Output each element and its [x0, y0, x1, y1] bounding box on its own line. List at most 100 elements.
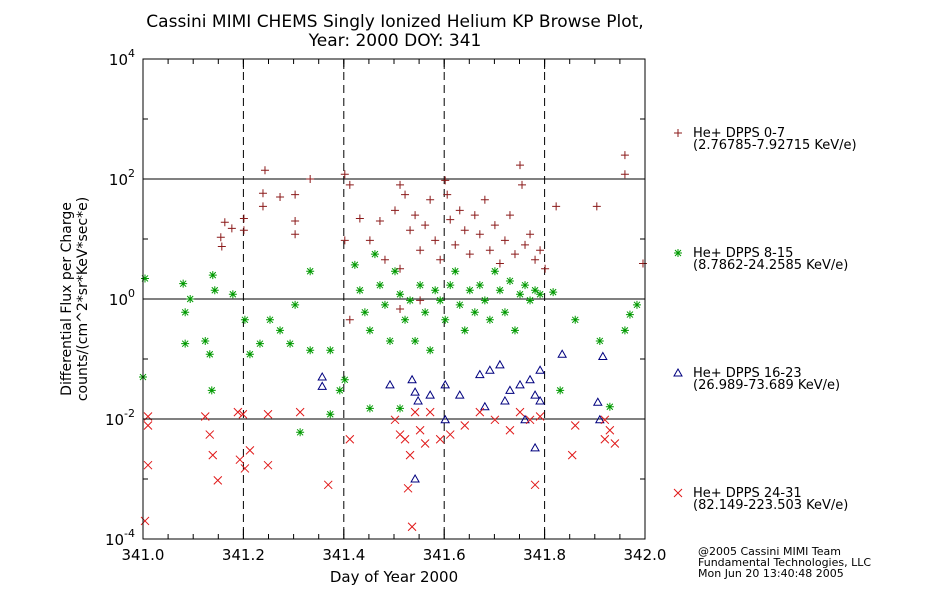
y-tick-label: 104: [109, 47, 135, 69]
data-point-series-2: [306, 267, 315, 276]
data-point-series-1: [260, 166, 269, 175]
x-tick-label: 342.0: [624, 546, 667, 564]
data-point-series-1: [495, 259, 504, 268]
data-point-series-4: [200, 412, 210, 421]
data-point-series-3: [495, 359, 505, 369]
data-point-series-2: [370, 250, 379, 259]
legend: He+ DPPS 0-7(2.76785-7.92715 KeV/e) He+ D…: [673, 126, 857, 513]
data-point-series-1: [510, 250, 519, 259]
x-tick-label: 341.8: [523, 546, 566, 564]
data-point-series-2: [465, 286, 474, 295]
data-point-series-1: [521, 240, 530, 249]
data-point-series-4: [240, 464, 250, 473]
data-point-series-4: [515, 407, 525, 417]
data-point-series-3: [480, 401, 490, 411]
data-point-series-1: [485, 246, 494, 255]
data-point-series-4: [208, 450, 218, 460]
legend-range-1: (2.76785-7.92715 KeV/e): [693, 138, 857, 153]
data-point-series-2: [340, 375, 349, 384]
data-point-series-3: [535, 395, 545, 405]
data-point-series-2: [500, 308, 509, 317]
data-point-series-2: [276, 326, 285, 335]
data-point-series-3: [500, 395, 510, 405]
data-point-series-2: [365, 404, 374, 413]
data-point-series-4: [600, 415, 610, 425]
data-point-series-1: [490, 221, 499, 230]
data-point-series-2: [186, 295, 195, 303]
data-point-series-2: [516, 290, 525, 299]
data-point-series-1: [340, 170, 349, 179]
data-point-series-4: [530, 480, 540, 490]
data-point-series-1: [340, 236, 349, 245]
data-point-series-3: [515, 379, 525, 389]
data-point-series-1: [217, 242, 226, 251]
data-point-series-1: [460, 226, 469, 235]
data-point-series-1: [475, 230, 484, 239]
data-point-series-2: [255, 339, 264, 348]
data-point-series-2: [141, 274, 150, 283]
data-point-series-1: [465, 250, 474, 259]
data-point-series-2: [470, 308, 479, 317]
data-point-series-3: [385, 379, 395, 389]
y-tick-label: 10-2: [105, 407, 135, 429]
data-point-series-1: [216, 233, 225, 242]
data-point-series-1: [220, 218, 229, 227]
data-point-series-1: [436, 255, 445, 264]
data-point-series-1: [416, 246, 425, 255]
data-point-series-1: [505, 211, 514, 220]
data-point-series-4: [407, 522, 417, 532]
data-point-series-4: [213, 475, 223, 485]
data-point-series-4: [390, 415, 400, 425]
data-point-series-2: [490, 267, 499, 276]
data-point-series-4: [445, 430, 455, 439]
data-point-series-2: [396, 290, 405, 299]
data-point-series-2: [181, 339, 190, 348]
data-point-series-2: [335, 386, 344, 395]
data-point-series-2: [207, 386, 216, 395]
data-point-series-4: [420, 439, 430, 448]
legend-range-2: (8.7862-24.2585 KeV/e): [693, 258, 848, 273]
data-point-series-4: [235, 455, 245, 465]
data-point-series-2: [296, 428, 305, 437]
credit-line-1: @2005 Cassini MIMI Team: [698, 545, 841, 558]
legend-marker-4: [673, 488, 683, 498]
data-point-series-4: [525, 415, 535, 425]
data-point-series-1: [355, 214, 364, 223]
data-point-series-2: [406, 296, 415, 305]
data-point-series-4: [143, 460, 153, 470]
data-point-series-3: [597, 351, 608, 361]
data-point-series-2: [380, 300, 389, 309]
data-point-series-2: [620, 326, 629, 335]
data-point-series-1: [592, 202, 601, 211]
data-point-series-3: [413, 395, 423, 405]
data-point-series-2: [632, 300, 641, 309]
data-point-series-3: [317, 381, 328, 390]
y-tick-label: 100: [109, 287, 135, 309]
data-point-series-2: [208, 271, 217, 280]
data-point-series-2: [416, 281, 425, 290]
data-point-series-2: [480, 296, 489, 305]
data-point-series-2: [240, 315, 249, 324]
data-point-series-2: [421, 308, 430, 317]
data-point-series-3: [535, 365, 545, 374]
data-point-series-4: [238, 409, 248, 419]
data-point-series-3: [520, 414, 530, 424]
data-point-series-4: [610, 439, 620, 448]
data-point-series-4: [600, 434, 610, 444]
data-point-series-1: [391, 206, 400, 215]
x-axis-label: Day of Year 2000: [330, 568, 458, 586]
data-point-series-2: [475, 281, 484, 290]
data-point-series-1: [411, 211, 420, 220]
data-point-series-1: [227, 224, 236, 233]
legend-label-2: He+ DPPS 8-15: [693, 246, 793, 261]
legend-range-3: (26.989-73.689 KeV/e): [693, 378, 840, 393]
data-point-series-4: [425, 407, 435, 417]
data-point-series-2: [391, 267, 400, 276]
data-point-series-1: [291, 190, 300, 199]
data-point-series-2: [531, 286, 540, 295]
data-point-series-1: [446, 215, 455, 224]
legend-marker-2: [674, 249, 682, 257]
data-point-series-4: [345, 434, 355, 444]
data-point-series-1: [620, 170, 629, 179]
data-point-series-3: [317, 372, 328, 381]
